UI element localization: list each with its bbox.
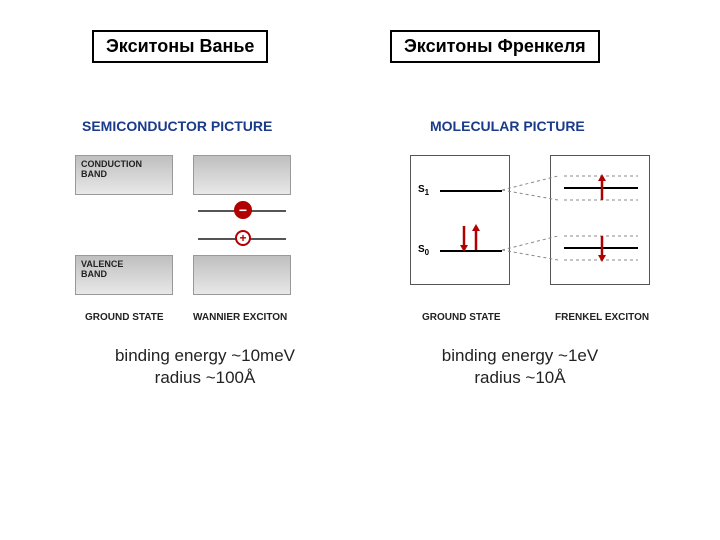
ground-state-right: GROUND STATE xyxy=(422,312,501,323)
correspondence-lines xyxy=(502,170,558,270)
electron-icon: − xyxy=(234,201,252,219)
s1-label: S1 xyxy=(418,184,429,197)
right-binding-text: binding energy ~1eV radius ~10Å xyxy=(405,345,635,389)
frenkel-exciton-label: FRENKEL EXCITON xyxy=(555,312,649,323)
title-left-text: Экситоны Ванье xyxy=(106,36,254,56)
title-right: Экситоны Френкеля xyxy=(390,30,600,63)
hole-icon: + xyxy=(235,230,251,246)
vb-label: VALENCE BAND xyxy=(81,260,123,280)
semiconductor-heading: SEMICONDUCTOR PICTURE xyxy=(82,118,272,134)
frenkel-s1 xyxy=(558,168,644,208)
ground-arrows xyxy=(456,224,486,254)
s1-ground-level xyxy=(440,190,502,192)
cb-exciton xyxy=(193,155,291,195)
frenkel-s0 xyxy=(558,228,644,268)
title-right-text: Экситоны Френкеля xyxy=(404,36,586,56)
ground-state-left: GROUND STATE xyxy=(85,312,164,323)
wannier-exciton-label: WANNIER EXCITON xyxy=(193,312,287,323)
left-binding-text: binding energy ~10meV radius ~100Å xyxy=(90,345,320,389)
molecular-heading: MOLECULAR PICTURE xyxy=(430,118,585,134)
mol-ground-box xyxy=(410,155,510,285)
right-binding-line1: binding energy ~1eV xyxy=(405,345,635,367)
title-left: Экситоны Ванье xyxy=(92,30,268,63)
s0-label: S0 xyxy=(418,244,429,257)
right-binding-line2: radius ~10Å xyxy=(405,367,635,389)
cb-label: CONDUCTION BAND xyxy=(81,160,142,180)
left-binding-line1: binding energy ~10meV xyxy=(90,345,320,367)
vb-exciton xyxy=(193,255,291,295)
left-binding-line2: radius ~100Å xyxy=(90,367,320,389)
